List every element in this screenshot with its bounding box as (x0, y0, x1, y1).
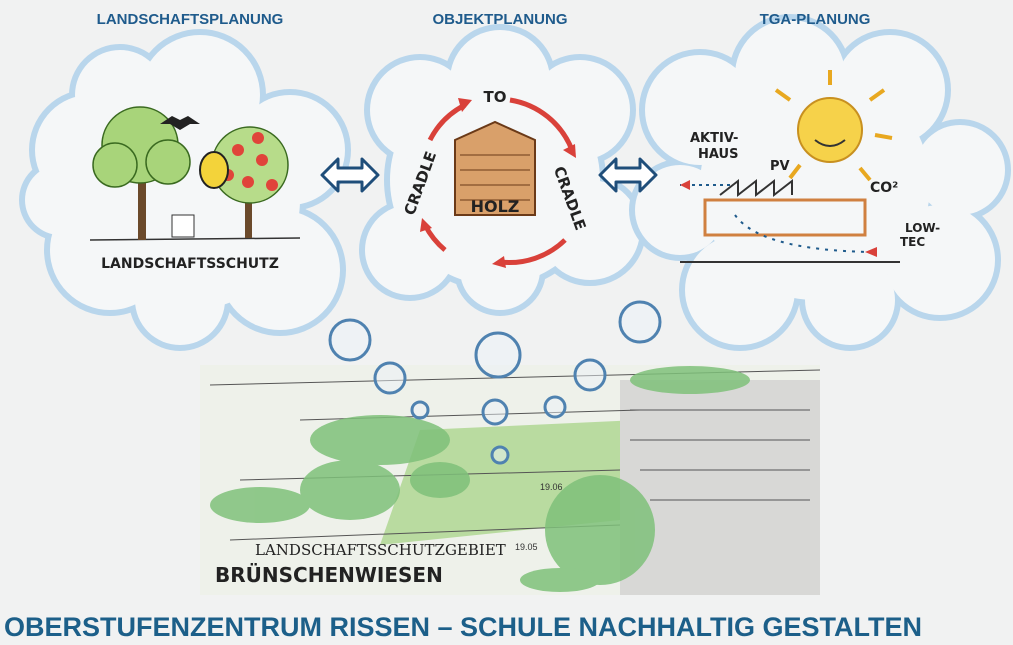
thought-bubble (575, 360, 605, 390)
header: OBJEKTPLANUNG (432, 11, 567, 28)
thought-bubble (330, 320, 370, 360)
site-name: BRÜNSCHENWIESEN (215, 563, 443, 587)
tga-sketch-circle (798, 98, 862, 162)
header: LANDSCHAFTSPLANUNG (97, 11, 284, 28)
site-label: LANDSCHAFTSSCHUTZGEBIET (255, 541, 506, 559)
level-label: 19.06 (540, 482, 563, 492)
tga-label: CO² (870, 180, 898, 196)
site-sketch-g-ellipse (630, 366, 750, 394)
footer: OBERSTUFENZENTRUM RISSEN – SCHULE NACHHA… (4, 612, 922, 642)
thought-bubble (483, 400, 507, 424)
landscape-sketch-circle (256, 154, 268, 166)
cloud-fill (25, 165, 95, 235)
thought-bubble (476, 333, 520, 377)
site-sketch-g-ellipse (310, 415, 450, 465)
landscape-sketch-circle (146, 140, 190, 184)
thought-bubble (620, 302, 660, 342)
cloud-fill (685, 235, 795, 345)
cloud-fill (540, 180, 640, 280)
cloud-fill (915, 125, 1005, 215)
tga-label: PV (770, 159, 790, 174)
page: LANDSCHAFTSPLANUNG OBJEKTPLANUNG TGA-PLA… (0, 0, 1013, 645)
cloud-fill (805, 255, 895, 345)
site-sketch: 19.06 19.05 LANDSCHAFTSSCHUTZGEBIET BRÜN… (200, 365, 820, 595)
site-sketch-g-ellipse (520, 568, 600, 592)
header: TGA-PLANUNG (760, 11, 871, 28)
tga-label: LOW- (905, 221, 940, 235)
landscape-sketch-circle (242, 176, 254, 188)
landscape-label: LANDSCHAFTSSCHUTZ (101, 256, 279, 272)
tga-label: AKTIV- (690, 131, 738, 146)
site-sketch-rect (620, 380, 820, 595)
level-label: 19.05 (515, 542, 538, 552)
site-sketch-g-ellipse (210, 487, 310, 523)
cloud (635, 20, 1005, 345)
cloud-fill (530, 60, 630, 160)
landscape-sketch-circle (93, 143, 137, 187)
cloud-fill (460, 230, 540, 310)
illustration: LANDSCHAFTSPLANUNG OBJEKTPLANUNG TGA-PLA… (0, 0, 1013, 645)
thought-bubble (375, 363, 405, 393)
landscape-sketch-circle (266, 179, 278, 191)
cloud (25, 35, 345, 345)
house-label: HOLZ (471, 197, 520, 216)
site-sketch-g-ellipse (410, 462, 470, 498)
site-sketch-g-ellipse (300, 460, 400, 520)
landscape-sketch-circle (232, 144, 244, 156)
landscape-sketch-rect (172, 215, 194, 237)
tga-label: TEC (900, 235, 925, 249)
cycle-label: TO (484, 88, 507, 106)
thought-bubble (545, 397, 565, 417)
thought-bubble (412, 402, 428, 418)
thought-bubble (492, 447, 508, 463)
tga-label: HAUS (698, 147, 738, 162)
landscape-sketch-ellipse (200, 152, 228, 188)
landscape-sketch-circle (252, 132, 264, 144)
